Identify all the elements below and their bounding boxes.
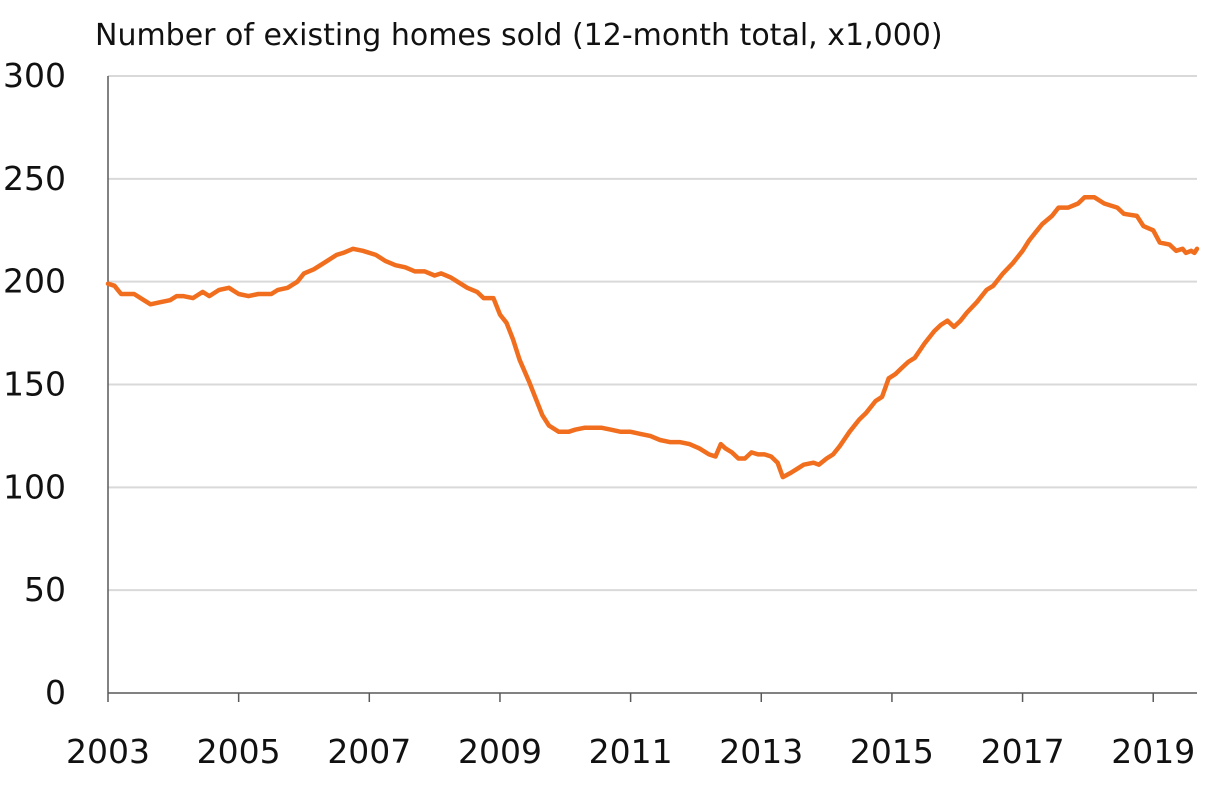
chart-title: Number of existing homes sold (12-month … bbox=[95, 18, 943, 53]
y-tick-label: 50 bbox=[24, 570, 66, 609]
series-line-0 bbox=[105, 195, 1200, 480]
tick-labels: 0 50 100 150 200 250 300 2003 2005 2007 2009 2011 20… bbox=[3, 56, 1195, 771]
x-tick-label: 2015 bbox=[850, 732, 934, 771]
y-tick-label: 200 bbox=[3, 262, 66, 301]
y-tick-label: 250 bbox=[3, 159, 66, 198]
y-tick-label: 150 bbox=[3, 365, 66, 404]
x-tick-label: 2009 bbox=[458, 732, 542, 771]
x-tick-label: 2007 bbox=[327, 732, 411, 771]
y-tick-label: 0 bbox=[45, 673, 66, 712]
y-tick-label: 300 bbox=[3, 56, 66, 95]
axes bbox=[107, 76, 1197, 702]
y-tick-label: 100 bbox=[3, 467, 66, 506]
gridlines bbox=[108, 75, 1197, 592]
x-tick-label: 2003 bbox=[66, 732, 150, 771]
x-tick-label: 2019 bbox=[1111, 732, 1195, 771]
x-tick-label: 2011 bbox=[589, 732, 673, 771]
x-tick-label: 2013 bbox=[719, 732, 803, 771]
x-tick-label: 2005 bbox=[197, 732, 281, 771]
series-layer bbox=[105, 195, 1200, 480]
x-tick-label: 2017 bbox=[981, 732, 1065, 771]
